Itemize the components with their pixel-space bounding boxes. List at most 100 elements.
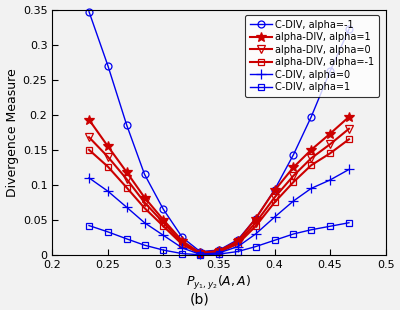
Line: C-DIV, alpha=-1: C-DIV, alpha=-1 [86, 8, 352, 255]
alpha-DIV, alpha=1 [161, 218, 166, 222]
alpha-DIV, alpha=-1 [106, 165, 110, 169]
C-DIV, alpha=0 [328, 178, 332, 182]
alpha-DIV, alpha=-1 [236, 242, 240, 246]
alpha-DIV, alpha=-1 [124, 186, 129, 189]
alpha-DIV, alpha=-1 [180, 243, 185, 246]
C-DIV, alpha=-1 [253, 217, 258, 220]
C-DIV, alpha=0 [309, 187, 314, 190]
C-DIV, alpha=-1 [272, 188, 277, 192]
alpha-DIV, alpha=0 [291, 174, 296, 178]
alpha-DIV, alpha=1 [216, 249, 221, 253]
C-DIV, alpha=1 [291, 232, 296, 236]
C-DIV, alpha=1 [272, 238, 277, 242]
C-DIV, alpha=0 [291, 199, 296, 203]
alpha-DIV, alpha=1 [291, 166, 296, 169]
alpha-DIV, alpha=0 [198, 252, 202, 255]
Line: C-DIV, alpha=1: C-DIV, alpha=1 [86, 219, 352, 258]
Line: C-DIV, alpha=0: C-DIV, alpha=0 [84, 165, 354, 259]
C-DIV, alpha=1 [216, 252, 221, 256]
alpha-DIV, alpha=-1 [291, 180, 296, 184]
C-DIV, alpha=-1 [106, 64, 110, 68]
alpha-DIV, alpha=-1 [86, 148, 91, 152]
alpha-DIV, alpha=-1 [253, 224, 258, 228]
alpha-DIV, alpha=1 [180, 239, 185, 243]
alpha-DIV, alpha=0 [328, 142, 332, 146]
C-DIV, alpha=1 [106, 230, 110, 234]
C-DIV, alpha=0 [142, 221, 147, 225]
C-DIV, alpha=-1 [346, 27, 351, 31]
alpha-DIV, alpha=-1 [142, 206, 147, 210]
C-DIV, alpha=-1 [124, 123, 129, 127]
Line: alpha-DIV, alpha=0: alpha-DIV, alpha=0 [85, 125, 353, 258]
Line: alpha-DIV, alpha=1: alpha-DIV, alpha=1 [84, 112, 354, 258]
alpha-DIV, alpha=1 [86, 118, 91, 122]
alpha-DIV, alpha=0 [216, 250, 221, 253]
C-DIV, alpha=0 [180, 246, 185, 250]
alpha-DIV, alpha=0 [106, 155, 110, 159]
alpha-DIV, alpha=-1 [309, 163, 314, 167]
alpha-DIV, alpha=0 [124, 177, 129, 181]
alpha-DIV, alpha=-1 [198, 252, 202, 255]
X-axis label: $P_{y_1,y_2}(A, A)$: $P_{y_1,y_2}(A, A)$ [186, 274, 252, 292]
C-DIV, alpha=1 [161, 248, 166, 252]
alpha-DIV, alpha=1 [106, 144, 110, 148]
C-DIV, alpha=-1 [198, 250, 202, 253]
C-DIV, alpha=-1 [86, 10, 91, 14]
alpha-DIV, alpha=1 [236, 239, 240, 243]
C-DIV, alpha=0 [161, 233, 166, 237]
alpha-DIV, alpha=0 [236, 241, 240, 244]
C-DIV, alpha=-1 [291, 153, 296, 157]
alpha-DIV, alpha=-1 [328, 152, 332, 155]
alpha-DIV, alpha=-1 [346, 137, 351, 141]
alpha-DIV, alpha=0 [346, 127, 351, 131]
Text: (b): (b) [190, 293, 210, 307]
C-DIV, alpha=-1 [216, 248, 221, 252]
C-DIV, alpha=1 [180, 252, 185, 255]
C-DIV, alpha=1 [253, 245, 258, 248]
alpha-DIV, alpha=0 [142, 201, 147, 204]
C-DIV, alpha=0 [86, 176, 91, 180]
C-DIV, alpha=-1 [161, 208, 166, 211]
C-DIV, alpha=1 [346, 221, 351, 225]
C-DIV, alpha=-1 [180, 236, 185, 239]
C-DIV, alpha=0 [124, 206, 129, 209]
C-DIV, alpha=0 [236, 245, 240, 248]
alpha-DIV, alpha=1 [142, 196, 147, 199]
C-DIV, alpha=1 [309, 228, 314, 232]
C-DIV, alpha=0 [216, 251, 221, 255]
alpha-DIV, alpha=0 [253, 221, 258, 225]
alpha-DIV, alpha=1 [328, 132, 332, 135]
C-DIV, alpha=1 [328, 224, 332, 228]
alpha-DIV, alpha=-1 [161, 224, 166, 228]
alpha-DIV, alpha=0 [161, 221, 166, 225]
Y-axis label: Divergence Measure: Divergence Measure [6, 68, 18, 197]
alpha-DIV, alpha=1 [309, 148, 314, 152]
C-DIV, alpha=-1 [309, 115, 314, 119]
Line: alpha-DIV, alpha=-1: alpha-DIV, alpha=-1 [86, 136, 352, 257]
alpha-DIV, alpha=1 [198, 251, 202, 255]
C-DIV, alpha=0 [346, 168, 351, 171]
alpha-DIV, alpha=0 [309, 156, 314, 160]
alpha-DIV, alpha=0 [86, 135, 91, 139]
alpha-DIV, alpha=1 [124, 170, 129, 174]
C-DIV, alpha=0 [253, 232, 258, 236]
C-DIV, alpha=-1 [328, 69, 332, 73]
Legend: C-DIV, alpha=-1, alpha-DIV, alpha=1, alpha-DIV, alpha=0, alpha-DIV, alpha=-1, C-: C-DIV, alpha=-1, alpha-DIV, alpha=1, alp… [245, 15, 379, 97]
C-DIV, alpha=0 [106, 189, 110, 193]
alpha-DIV, alpha=-1 [272, 201, 277, 204]
alpha-DIV, alpha=1 [272, 189, 277, 193]
alpha-DIV, alpha=1 [253, 217, 258, 220]
C-DIV, alpha=-1 [236, 238, 240, 241]
C-DIV, alpha=1 [236, 250, 240, 253]
C-DIV, alpha=1 [86, 224, 91, 228]
alpha-DIV, alpha=0 [272, 196, 277, 199]
C-DIV, alpha=1 [124, 237, 129, 241]
C-DIV, alpha=1 [198, 253, 202, 257]
alpha-DIV, alpha=0 [180, 241, 185, 245]
C-DIV, alpha=0 [198, 252, 202, 256]
alpha-DIV, alpha=1 [346, 115, 351, 119]
C-DIV, alpha=0 [272, 215, 277, 219]
alpha-DIV, alpha=-1 [216, 250, 221, 254]
C-DIV, alpha=1 [142, 243, 147, 247]
C-DIV, alpha=-1 [142, 172, 147, 176]
